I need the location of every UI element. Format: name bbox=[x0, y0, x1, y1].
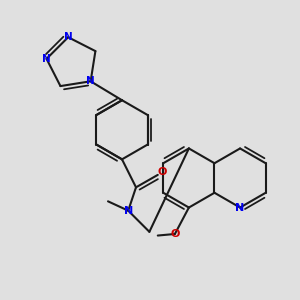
Text: N: N bbox=[86, 76, 95, 86]
Text: O: O bbox=[158, 167, 167, 177]
Text: N: N bbox=[42, 54, 51, 64]
Text: N: N bbox=[64, 32, 73, 42]
Text: N: N bbox=[236, 202, 245, 212]
Text: O: O bbox=[170, 229, 180, 239]
Text: N: N bbox=[124, 206, 133, 216]
